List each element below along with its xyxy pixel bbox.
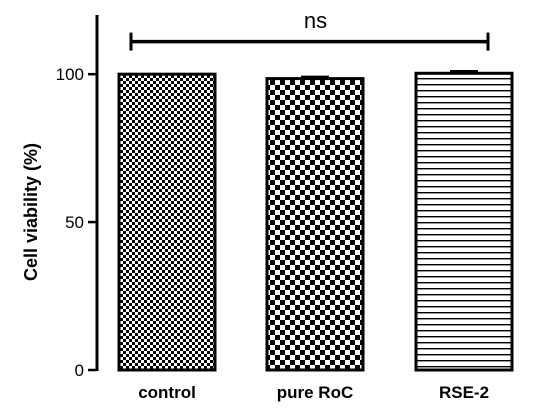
x-category-label: RSE-2	[439, 383, 489, 402]
bar-rse-2	[414, 71, 514, 372]
y-ticks-layer: 0 50 100	[56, 65, 97, 380]
significance-label: ns	[304, 8, 327, 33]
bar-control	[117, 72, 217, 372]
y-tick-label: 0	[75, 361, 84, 380]
significance-annotation: ns	[129, 8, 490, 51]
y-tick-label: 100	[56, 65, 84, 84]
bar-pure-roc	[265, 77, 365, 372]
error-bars-layer	[301, 69, 478, 79]
x-category-label: control	[138, 383, 196, 402]
y-tick-label: 50	[65, 213, 84, 232]
x-labels-layer: control pure RoC RSE-2	[138, 383, 489, 402]
bars-layer	[117, 71, 514, 372]
y-axis-title: Cell viability (%)	[21, 143, 41, 281]
x-category-label: pure RoC	[277, 383, 354, 402]
